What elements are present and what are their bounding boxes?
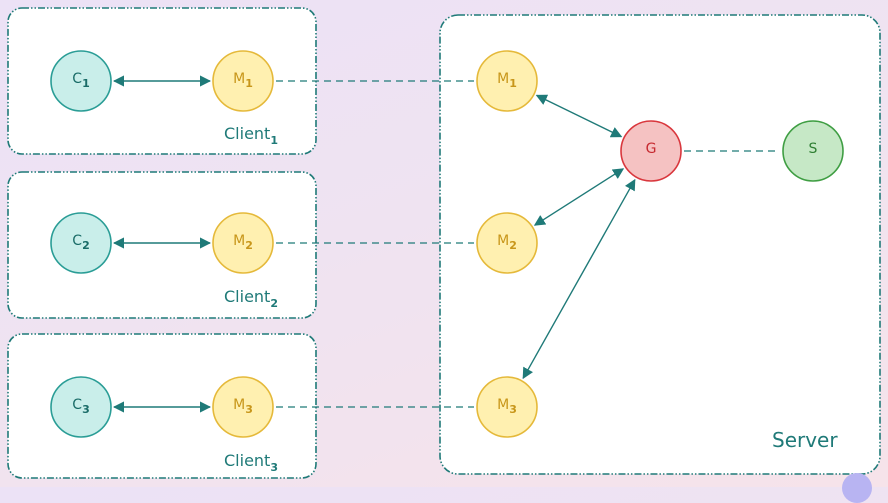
node-sm1-label: M1 (497, 71, 517, 90)
client2-box-label: Client2 (224, 287, 278, 310)
node-cm2-circle (212, 212, 274, 274)
node-sm1-circle (476, 50, 538, 112)
server-box-label: Server (772, 428, 838, 452)
node-c1: C1 (50, 50, 112, 112)
edge-sm3-g (522, 178, 636, 380)
node-sm2-circle (476, 212, 538, 274)
client1-box-label: Client1 (224, 124, 278, 147)
node-s-label: S (809, 141, 818, 157)
edges (112, 75, 780, 413)
node-sm3-circle (476, 376, 538, 438)
node-c3: C3 (50, 376, 112, 438)
node-cm2-label: M2 (233, 233, 253, 252)
node-sm3: M3 (476, 376, 538, 438)
node-cm2: M2 (212, 212, 274, 274)
client3-box-label: Client3 (224, 451, 278, 474)
node-sm2-label: M2 (497, 233, 517, 252)
corner-decoration (842, 473, 872, 503)
node-sm2: M2 (476, 212, 538, 274)
node-sm1: M1 (476, 50, 538, 112)
node-c3-circle (50, 376, 112, 438)
node-sm3-label: M3 (497, 397, 517, 416)
node-cm1-label: M1 (233, 71, 253, 90)
node-c1-label: C1 (72, 71, 89, 90)
node-c2-label: C2 (72, 233, 89, 252)
node-c2-circle (50, 212, 112, 274)
node-c3-label: C3 (72, 397, 89, 416)
node-cm1: M1 (212, 50, 274, 112)
nodes: C1 M1 C2 M2 C3 M3 M1 M2 M3 G S (50, 50, 844, 438)
node-cm3-circle (212, 376, 274, 438)
node-cm3-label: M3 (233, 397, 253, 416)
node-s-circle (782, 120, 844, 182)
node-g-circle (620, 120, 682, 182)
node-s: S (782, 120, 844, 182)
node-g: G (620, 120, 682, 182)
node-g-label: G (646, 141, 657, 157)
node-c1-circle (50, 50, 112, 112)
edge-sm1-g (535, 94, 623, 138)
node-c2: C2 (50, 212, 112, 274)
node-cm1-circle (212, 50, 274, 112)
node-cm3: M3 (212, 376, 274, 438)
